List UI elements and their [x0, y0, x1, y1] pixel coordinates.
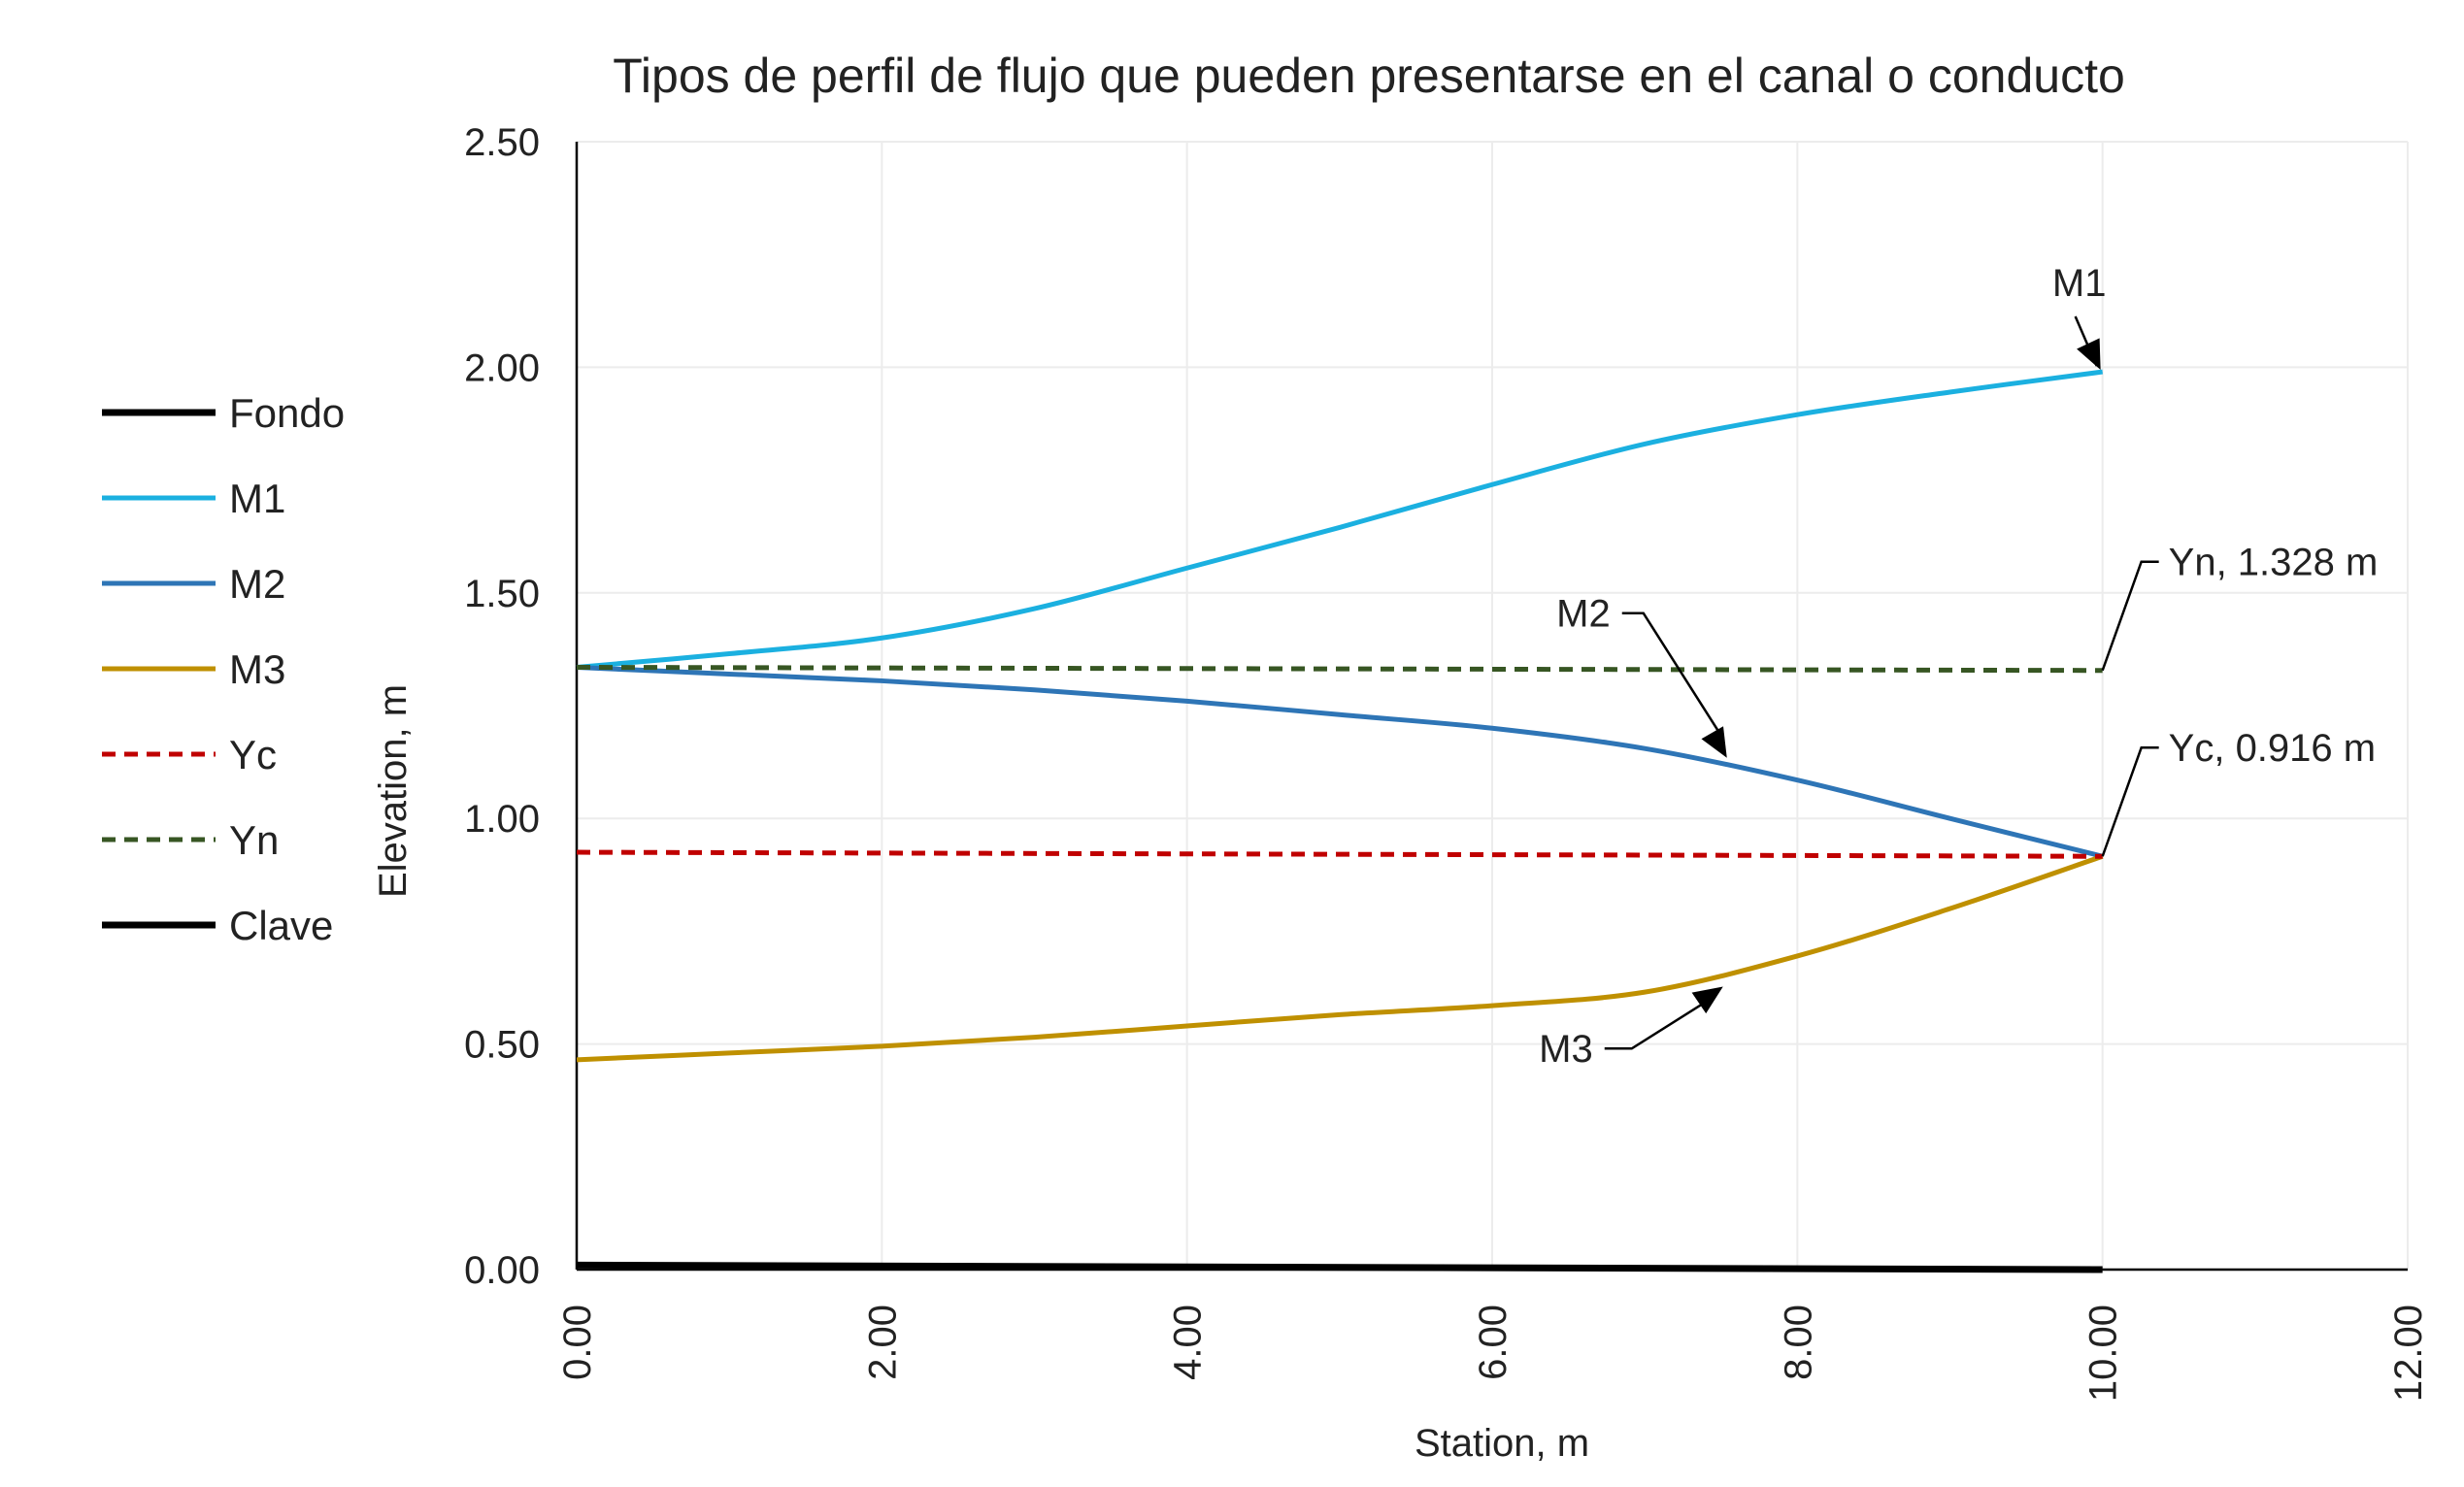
- chart-title: Tipos de perfil de flujo que pueden pres…: [613, 49, 2125, 103]
- y-tick-label: 1.50: [464, 573, 540, 615]
- annotation-yc: Yc, 0.916 m: [2101, 727, 2376, 857]
- x-tick-label: 0.00: [556, 1305, 599, 1380]
- series-line-yn: [576, 664, 2103, 674]
- annotation-m1: M1: [2052, 262, 2107, 371]
- x-tick-label: 2.00: [861, 1305, 904, 1380]
- annotation-label: M3: [1539, 1028, 1593, 1071]
- y-tick-label: 0.50: [464, 1024, 540, 1067]
- legend-item-yn: Yn: [102, 817, 279, 863]
- x-tick-label: 12.00: [2387, 1305, 2430, 1402]
- legend-label: Yn: [229, 817, 279, 863]
- y-axis-title: Elevation, m: [372, 684, 415, 898]
- legend: Fondo M1 M2 M3 Yc Yn Clave: [102, 390, 345, 948]
- series-line-m2: [576, 664, 2104, 859]
- legend-item-yc: Yc: [102, 732, 277, 777]
- legend-label: Yc: [229, 732, 277, 777]
- annotation-leader-line: [2101, 745, 2159, 857]
- grid: [577, 141, 2409, 1270]
- legend-item-clave: Clave: [102, 903, 333, 948]
- annotation-arrowhead: [2077, 338, 2101, 371]
- annotation-arrowhead: [1691, 986, 1723, 1014]
- series-lines: [576, 369, 2104, 1273]
- annotation-arrowhead: [1701, 726, 1727, 758]
- annotation-label: M1: [2052, 262, 2107, 305]
- legend-label: Fondo: [229, 390, 345, 436]
- y-tick-label: 1.00: [464, 798, 540, 841]
- y-tick-label: 2.50: [464, 121, 540, 164]
- annotation-m2: M2: [1556, 593, 1727, 758]
- x-tick-label: 4.00: [1167, 1305, 1210, 1380]
- annotations: M1 M2 M3 Yn, 1.328 m Yc, 0.916 m: [1539, 262, 2378, 1071]
- legend-label: M3: [229, 646, 285, 692]
- y-tick-label: 2.00: [464, 347, 540, 389]
- legend-label: M1: [229, 476, 285, 521]
- x-tick-label: 10.00: [2082, 1305, 2125, 1402]
- annotation-m3: M3: [1539, 986, 1723, 1071]
- legend-label: M2: [229, 561, 285, 607]
- legend-item-fondo: Fondo: [102, 390, 345, 436]
- x-axis-title: Station, m: [1415, 1422, 1589, 1465]
- series-line-m3: [576, 853, 2104, 1063]
- legend-item-m2: M2: [102, 561, 285, 607]
- x-tick-label: 6.00: [1472, 1305, 1515, 1380]
- annotation-label: Yc, 0.916 m: [2169, 727, 2376, 770]
- series-line-fondo: [576, 1261, 2103, 1273]
- legend-item-m3: M3: [102, 646, 285, 692]
- annotation-arrow-line: [1621, 611, 1724, 740]
- legend-label: Clave: [229, 903, 333, 948]
- annotation-yn: Yn, 1.328 m: [2101, 542, 2379, 672]
- annotation-arrow-line: [1604, 997, 1713, 1050]
- tick-labels: 0.00 0.50 1.00 1.50 2.00 2.50 0.00 2.00 4.00 6.00…: [464, 121, 2430, 1402]
- annotation-label: M2: [1556, 593, 1611, 636]
- annotation-label: Yn, 1.328 m: [2169, 542, 2379, 584]
- x-tick-label: 8.00: [1777, 1305, 1819, 1380]
- y-tick-label: 0.00: [464, 1249, 540, 1292]
- series-line-yc: [576, 849, 2103, 859]
- annotation-leader-line: [2101, 560, 2159, 672]
- series-line-m1: [576, 369, 2103, 670]
- legend-item-m1: M1: [102, 476, 285, 521]
